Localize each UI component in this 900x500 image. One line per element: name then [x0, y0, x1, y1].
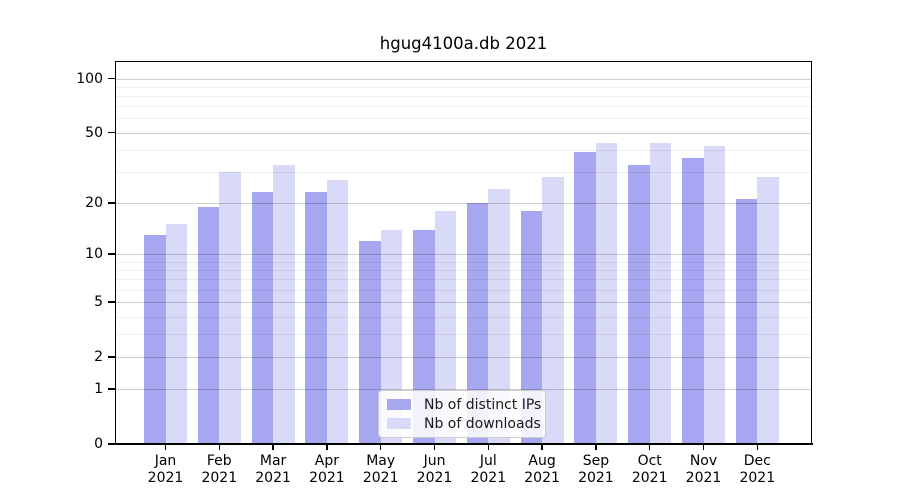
x-tick-label: Jul 2021 [470, 453, 507, 486]
bar-nb-of-downloads-oct [649, 142, 672, 444]
x-tick-label: Sep 2021 [578, 453, 614, 486]
minor-gridline [116, 118, 811, 120]
minor-gridline [116, 149, 811, 151]
y-tick [108, 356, 115, 358]
legend-item-distinct-ips: Nb of distinct IPs [387, 397, 541, 413]
y-tick-label: 20 [85, 194, 103, 211]
y-tick [108, 443, 115, 445]
y-tick [108, 131, 115, 134]
bar-nb-of-distinct-ips-oct [628, 164, 650, 444]
x-tick [649, 445, 651, 451]
minor-gridline [116, 289, 811, 291]
y-tick-label: 100 [76, 70, 103, 87]
bar-nb-of-distinct-ips-sep [574, 151, 596, 444]
bar-nb-of-downloads-aug [542, 177, 564, 444]
major-gridline [116, 389, 811, 391]
bar-nb-of-distinct-ips-feb [197, 206, 220, 444]
x-tick [756, 445, 758, 451]
x-tick-label: Apr 2021 [309, 453, 345, 486]
major-gridline [116, 202, 811, 204]
bar-nb-of-downloads-mar [273, 164, 295, 444]
minor-gridline [116, 95, 811, 97]
x-tick [433, 445, 436, 451]
bar-nb-of-downloads-jan [165, 224, 187, 444]
chart-title: hgug4100a.db 2021 [379, 34, 548, 53]
x-tick-label: Jun 2021 [416, 453, 453, 486]
legend-item-downloads: Nb of downloads [387, 416, 541, 432]
minor-gridline [116, 172, 811, 174]
minor-gridline [116, 269, 811, 271]
minor-gridline [116, 261, 811, 263]
bar-nb-of-downloads-nov [703, 146, 725, 444]
bar-nb-of-distinct-ips-dec [735, 199, 758, 444]
bar-nb-of-downloads-feb [219, 172, 241, 444]
x-tick [702, 445, 705, 451]
x-tick [541, 445, 543, 451]
bar-nb-of-downloads-apr [326, 180, 349, 444]
bar-nb-of-downloads-jun [434, 210, 456, 444]
y-tick [108, 77, 115, 80]
y-tick [108, 202, 115, 204]
bar-nb-of-distinct-ips-aug [520, 210, 543, 444]
y-tick [108, 253, 115, 255]
plot-frame [115, 61, 812, 444]
bar-nb-of-distinct-ips-nov [682, 158, 704, 444]
bar-nb-of-distinct-ips-jul [466, 202, 489, 444]
bar-nb-of-distinct-ips-apr [305, 192, 327, 444]
x-tick [164, 445, 167, 451]
x-tick [595, 445, 597, 451]
y-tick-label: 10 [85, 246, 103, 263]
x-tick-label: Oct 2021 [631, 453, 668, 486]
bar-nb-of-downloads-sep [595, 142, 618, 444]
x-tick [218, 445, 220, 451]
bar-nb-of-distinct-ips-mar [251, 192, 274, 444]
bar-nb-of-downloads-jul [488, 189, 510, 444]
x-tick-label: May 2021 [362, 453, 399, 486]
x-tick-label: Nov 2021 [685, 453, 722, 486]
legend-swatch-downloads [387, 418, 411, 429]
y-tick [108, 301, 115, 303]
bar-nb-of-distinct-ips-may [359, 240, 381, 444]
x-tick-label: Aug 2021 [524, 453, 560, 486]
major-gridline [116, 78, 811, 80]
minor-gridline [116, 279, 811, 281]
major-gridline [116, 254, 811, 256]
x-tick [326, 445, 328, 451]
legend-swatch-distinct-ips [387, 399, 411, 410]
y-tick-label: 5 [94, 294, 103, 311]
major-gridline [116, 302, 811, 304]
x-tick-label: Mar 2021 [255, 453, 291, 486]
minor-gridline [116, 334, 811, 336]
y-tick-label: 2 [94, 348, 103, 365]
y-tick-label: 1 [94, 381, 103, 398]
major-gridline [116, 132, 811, 134]
x-tick [380, 445, 382, 451]
legend-label-downloads: Nb of downloads [424, 415, 541, 432]
legend: Nb of distinct IPs Nb of downloads [378, 390, 546, 438]
x-tick-label: Jan 2021 [147, 453, 184, 486]
x-tick [487, 445, 489, 451]
x-tick-label: Dec 2021 [739, 453, 776, 486]
x-axis-line [114, 442, 813, 446]
bar-nb-of-downloads-dec [757, 177, 779, 444]
minor-gridline [116, 316, 811, 318]
x-tick [272, 445, 274, 451]
y-tick-label: 0 [94, 436, 103, 452]
y-tick-label: 50 [85, 124, 103, 141]
minor-gridline [116, 86, 811, 88]
y-tick [108, 388, 115, 390]
legend-label-distinct-ips: Nb of distinct IPs [424, 396, 542, 413]
minor-gridline [116, 106, 811, 108]
major-gridline [116, 356, 811, 358]
x-tick-label: Feb 2021 [201, 453, 238, 486]
bar-nb-of-distinct-ips-jan [144, 235, 166, 444]
